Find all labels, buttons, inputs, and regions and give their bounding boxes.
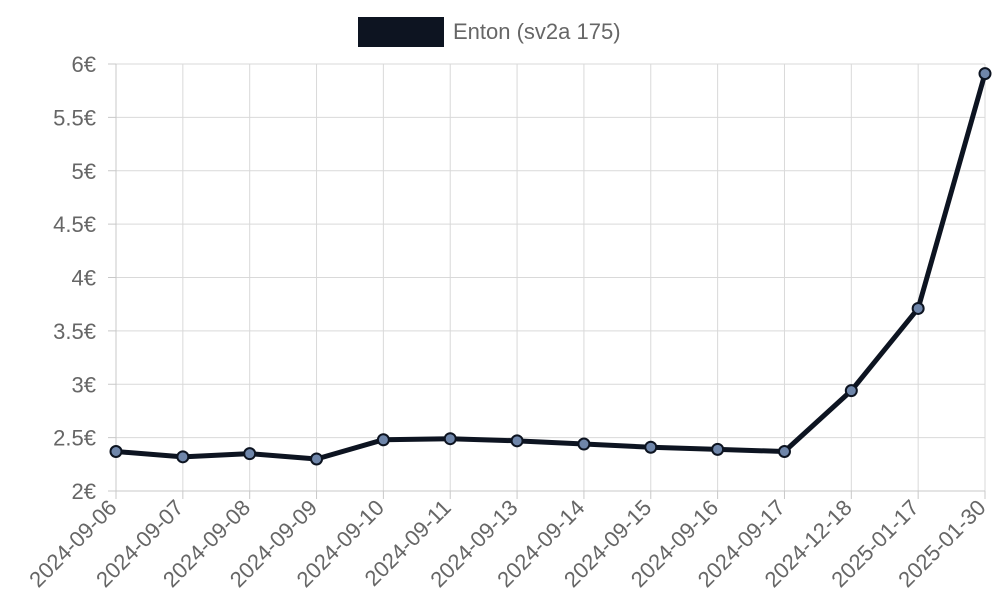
data-point[interactable] — [443, 432, 457, 446]
data-point[interactable] — [243, 447, 257, 461]
y-tick-label: 4.5€ — [53, 212, 96, 237]
data-point[interactable] — [109, 445, 123, 459]
data-point[interactable] — [376, 433, 390, 447]
data-point[interactable] — [510, 434, 524, 448]
data-point[interactable] — [644, 440, 658, 454]
y-tick-label: 2.5€ — [53, 426, 96, 451]
y-tick-label: 3.5€ — [53, 319, 96, 344]
data-point[interactable] — [310, 452, 324, 466]
series-layer — [113, 71, 988, 462]
data-point[interactable] — [844, 384, 858, 398]
y-tick-label: 3€ — [72, 372, 96, 397]
data-point[interactable] — [777, 445, 791, 459]
legend-swatch[interactable] — [358, 17, 444, 47]
data-point[interactable] — [978, 67, 992, 81]
legend[interactable]: Enton (sv2a 175) — [358, 17, 621, 47]
y-tick-label: 2€ — [72, 479, 96, 504]
data-point[interactable] — [176, 450, 190, 464]
y-tick-label: 5€ — [72, 159, 96, 184]
data-point[interactable] — [711, 442, 725, 456]
legend-label[interactable]: Enton (sv2a 175) — [453, 19, 621, 44]
y-tick-label: 6€ — [72, 52, 96, 77]
data-point[interactable] — [911, 301, 925, 315]
y-tick-label: 4€ — [72, 266, 96, 291]
grid — [115, 63, 986, 492]
points-layer — [109, 67, 992, 466]
data-point[interactable] — [577, 437, 591, 451]
y-tick-label: 5.5€ — [53, 105, 96, 130]
series-line — [113, 71, 988, 462]
axes: 2€2.5€3€3.5€4€4.5€5€5.5€6€2024-09-062024… — [24, 52, 990, 592]
